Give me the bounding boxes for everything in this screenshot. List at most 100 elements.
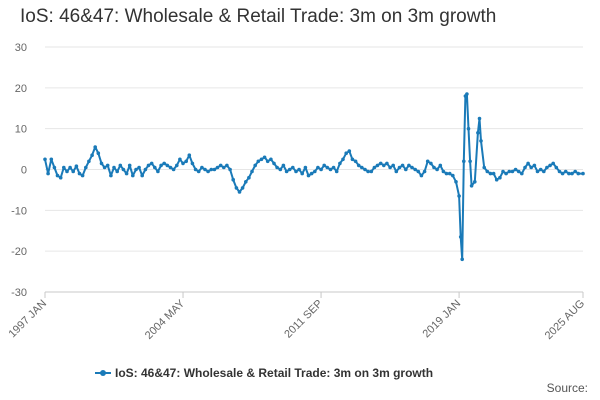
data-point[interactable]	[193, 167, 198, 172]
data-point[interactable]	[215, 165, 220, 170]
data-point[interactable]	[71, 169, 75, 174]
data-point[interactable]	[560, 171, 565, 176]
data-point[interactable]	[58, 175, 63, 180]
data-point[interactable]	[90, 153, 94, 157]
data-point[interactable]	[200, 165, 204, 170]
data-point[interactable]	[435, 167, 439, 172]
data-point[interactable]	[485, 169, 490, 174]
data-point[interactable]	[322, 163, 327, 168]
data-point[interactable]	[473, 180, 477, 184]
data-point[interactable]	[68, 165, 72, 170]
data-point[interactable]	[303, 165, 308, 170]
data-point[interactable]	[306, 173, 311, 178]
data-point[interactable]	[476, 131, 480, 135]
data-point[interactable]	[225, 163, 229, 168]
data-point[interactable]	[165, 163, 170, 168]
data-point[interactable]	[96, 151, 101, 155]
data-point[interactable]	[513, 167, 518, 172]
data-point[interactable]	[52, 165, 57, 170]
data-point[interactable]	[382, 163, 386, 168]
data-point[interactable]	[250, 169, 254, 174]
data-point[interactable]	[153, 165, 157, 170]
data-point[interactable]	[338, 161, 342, 166]
data-point[interactable]	[127, 163, 132, 168]
data-point[interactable]	[118, 163, 123, 168]
data-point[interactable]	[441, 169, 446, 174]
data-point[interactable]	[350, 157, 355, 162]
data-point[interactable]	[504, 171, 508, 176]
data-point[interactable]	[538, 167, 543, 172]
data-point[interactable]	[87, 159, 91, 164]
data-point[interactable]	[131, 173, 135, 178]
data-point[interactable]	[465, 92, 469, 96]
data-point[interactable]	[325, 165, 330, 170]
data-point[interactable]	[218, 163, 223, 168]
data-point[interactable]	[228, 167, 232, 172]
data-point[interactable]	[269, 157, 273, 162]
data-point[interactable]	[347, 149, 352, 153]
data-point[interactable]	[253, 163, 257, 168]
data-point[interactable]	[212, 167, 217, 172]
data-point[interactable]	[532, 163, 537, 168]
data-point[interactable]	[143, 167, 148, 172]
data-point[interactable]	[526, 161, 530, 166]
data-point[interactable]	[168, 165, 173, 170]
data-point[interactable]	[203, 167, 207, 172]
data-point[interactable]	[422, 169, 427, 174]
data-point[interactable]	[557, 169, 562, 174]
data-point[interactable]	[458, 235, 463, 239]
data-point[interactable]	[121, 167, 126, 172]
data-point[interactable]	[573, 169, 577, 174]
data-point[interactable]	[137, 165, 141, 170]
data-point[interactable]	[494, 177, 499, 182]
data-point[interactable]	[115, 169, 119, 174]
data-point[interactable]	[105, 163, 110, 168]
data-point[interactable]	[344, 151, 349, 155]
data-point[interactable]	[410, 165, 414, 170]
data-point[interactable]	[369, 169, 374, 174]
data-point[interactable]	[419, 173, 424, 178]
data-point[interactable]	[278, 167, 283, 172]
data-point[interactable]	[187, 153, 192, 157]
data-point[interactable]	[366, 169, 370, 174]
data-point[interactable]	[99, 161, 104, 166]
data-point[interactable]	[554, 165, 559, 170]
data-point[interactable]	[567, 171, 571, 176]
data-point[interactable]	[175, 163, 179, 168]
data-point[interactable]	[334, 169, 339, 174]
data-point[interactable]	[237, 190, 242, 194]
data-point[interactable]	[372, 165, 377, 170]
data-point[interactable]	[447, 171, 452, 176]
data-point[interactable]	[309, 171, 314, 176]
data-point[interactable]	[551, 161, 555, 166]
data-point[interactable]	[341, 157, 345, 162]
data-point[interactable]	[462, 159, 466, 164]
data-point[interactable]	[281, 163, 286, 168]
data-point[interactable]	[563, 169, 568, 174]
data-point[interactable]	[313, 169, 317, 174]
data-point[interactable]	[545, 165, 549, 170]
data-point[interactable]	[363, 167, 367, 172]
data-point[interactable]	[206, 169, 210, 174]
legend[interactable]: IoS: 46&47: Wholesale & Retail Trade: 3m…	[95, 366, 433, 380]
data-point[interactable]	[109, 173, 113, 178]
data-point[interactable]	[454, 180, 458, 184]
data-point[interactable]	[265, 159, 270, 164]
data-point[interactable]	[468, 159, 472, 164]
data-point[interactable]	[407, 163, 411, 168]
data-point[interactable]	[356, 163, 361, 168]
data-point[interactable]	[375, 163, 380, 168]
data-point[interactable]	[394, 169, 399, 174]
data-point[interactable]	[548, 163, 552, 168]
data-point[interactable]	[65, 169, 69, 174]
data-point[interactable]	[93, 145, 97, 149]
data-point[interactable]	[178, 157, 182, 162]
data-point[interactable]	[294, 169, 298, 174]
data-point[interactable]	[529, 165, 533, 170]
data-point[interactable]	[62, 165, 66, 170]
data-point[interactable]	[570, 171, 574, 176]
data-point[interactable]	[413, 167, 418, 172]
data-point[interactable]	[240, 186, 245, 190]
data-point[interactable]	[77, 171, 82, 176]
data-point[interactable]	[124, 171, 129, 176]
